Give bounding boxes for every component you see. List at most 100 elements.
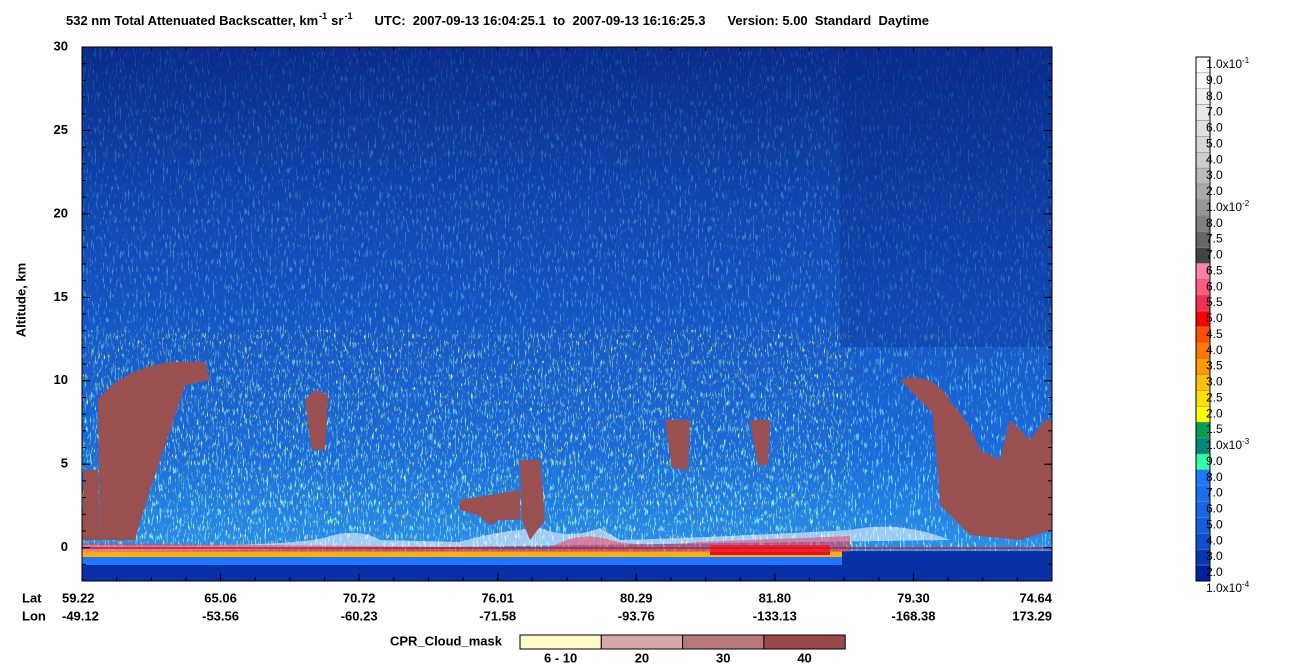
colorbar-label-text: 4.0 (1206, 343, 1223, 357)
lat-label: 80.29 (620, 590, 653, 605)
lon-label: -71.58 (479, 608, 516, 623)
title-part: sr (331, 13, 343, 28)
colorbar-label: 8.0 (1206, 470, 1223, 484)
colorbar-label: 9.0 (1206, 73, 1223, 87)
chart-title: 532 nm Total Attenuated Backscatter, km -… (66, 11, 929, 28)
colorbar-label: 4.0 (1206, 152, 1223, 166)
cpr-legend-title: CPR_Cloud_mask (390, 633, 503, 648)
y-axis-label: Altitude, km (13, 263, 28, 337)
cpr-legend-swatch (682, 634, 765, 650)
colorbar-label: 2.0 (1206, 565, 1223, 579)
colorbar-label: 1.0x10-3 (1206, 437, 1250, 453)
colorbar-label: 1.5 (1206, 422, 1223, 436)
lon-label: -93.76 (618, 608, 655, 623)
colorbar-label-text: 5.0 (1206, 137, 1223, 151)
cpr-legend-swatch (519, 634, 602, 650)
lat-label: 81.80 (759, 590, 792, 605)
colorbar-label: 6.0 (1206, 502, 1223, 516)
colorbar-label: 5.5 (1206, 295, 1223, 309)
colorbar-label-text: 6.0 (1206, 279, 1223, 293)
colorbar-label-text: 7.0 (1206, 486, 1223, 500)
lat-label: 65.06 (204, 590, 237, 605)
colorbar: 1.0x10-19.08.07.06.05.04.03.02.01.0x10-2… (1195, 56, 1250, 595)
title-part: UTC: 2007-09-13 16:04:25.1 to 2007-09-13… (374, 13, 705, 28)
colorbar-label-text: 8.0 (1206, 89, 1223, 103)
colorbar-label-text: 4.0 (1206, 152, 1223, 166)
colorbar-label-text: 7.5 (1206, 232, 1223, 246)
lon-label: -168.38 (891, 608, 935, 623)
colorbar-label: 7.0 (1206, 248, 1223, 262)
cpr-legend: CPR_Cloud_mask 6 - 10 20 30 40 (390, 633, 846, 665)
colorbar-label-exp: -4 (1242, 580, 1250, 589)
y-tick-label: 10 (54, 372, 68, 387)
colorbar-label-text: 8.0 (1206, 470, 1223, 484)
colorbar-label: 8.0 (1206, 89, 1223, 103)
colorbar-label: 5.0 (1206, 518, 1223, 532)
colorbar-label: 3.0 (1206, 549, 1223, 563)
lon-label: -133.13 (753, 608, 797, 623)
colorbar-label-text: 8.0 (1206, 216, 1223, 230)
cpr-legend-swatch (763, 634, 846, 650)
colorbar-label: 6.0 (1206, 279, 1223, 293)
cpr-legend-label: 6 - 10 (544, 650, 577, 665)
colorbar-label-exp: -3 (1242, 437, 1250, 446)
lon-label: -53.56 (202, 608, 239, 623)
colorbar-label: 6.0 (1206, 121, 1223, 135)
colorbar-label-text: 2.5 (1206, 391, 1223, 405)
cpr-legend-label: 40 (797, 650, 811, 665)
colorbar-label-text: 6.5 (1206, 264, 1223, 278)
colorbar-label-text: 6.0 (1206, 502, 1223, 516)
colorbar-label-text: 3.0 (1206, 168, 1223, 182)
colorbar-label-text: 1.0x10 (1206, 438, 1242, 452)
lon-label: -49.12 (62, 608, 99, 623)
colorbar-label: 7.0 (1206, 486, 1223, 500)
y-tick-label: 0 (61, 539, 68, 554)
colorbar-label: 3.5 (1206, 359, 1223, 373)
cpr-cloud (82, 362, 1052, 540)
colorbar-label-text: 1.5 (1206, 422, 1223, 436)
y-tick-label: 20 (54, 205, 68, 220)
colorbar-label-text: 4.5 (1206, 327, 1223, 341)
colorbar-label: 7.5 (1206, 232, 1223, 246)
y-tick-label: 5 (61, 456, 68, 471)
colorbar-label: 3.0 (1206, 375, 1223, 389)
colorbar-label: 1.0x10-1 (1206, 56, 1250, 72)
backscatter-image (82, 47, 1052, 581)
colorbar-label-text: 9.0 (1206, 454, 1223, 468)
colorbar-label-exp: -2 (1242, 199, 1250, 208)
colorbar-label-text: 3.0 (1206, 375, 1223, 389)
colorbar-label: 4.5 (1206, 327, 1223, 341)
colorbar-label-text: 2.0 (1206, 565, 1223, 579)
y-tick-label: 15 (54, 289, 68, 304)
colorbar-label: 1.0x10-2 (1206, 199, 1250, 215)
colorbar-label-text: 7.0 (1206, 105, 1223, 119)
cpr-legend-label: 30 (716, 650, 730, 665)
colorbar-frame (1195, 56, 1211, 582)
colorbar-label: 2.0 (1206, 184, 1223, 198)
colorbar-label: 8.0 (1206, 216, 1223, 230)
title-superscript: -1 (344, 11, 352, 21)
colorbar-label-text: 5.5 (1206, 295, 1223, 309)
y-tick-label: 30 (54, 38, 68, 53)
colorbar-label: 6.5 (1206, 264, 1223, 278)
colorbar-label-text: 6.0 (1206, 121, 1223, 135)
colorbar-label: 4.0 (1206, 343, 1223, 357)
colorbar-label: 2.0 (1206, 407, 1223, 421)
lon-label: -60.23 (341, 608, 378, 623)
colorbar-label-text: 9.0 (1206, 73, 1223, 87)
colorbar-label-text: 5.0 (1206, 518, 1223, 532)
colorbar-label-text: 4.0 (1206, 534, 1223, 548)
colorbar-label: 3.0 (1206, 168, 1223, 182)
lat-label: 70.72 (343, 590, 376, 605)
colorbar-label-text: 7.0 (1206, 248, 1223, 262)
colorbar-label: 7.0 (1206, 105, 1223, 119)
x-row-label: Lon (22, 608, 46, 623)
colorbar-label-exp: -1 (1242, 56, 1250, 65)
colorbar-label-text: 2.0 (1206, 184, 1223, 198)
cpr-legend-label: 20 (635, 650, 649, 665)
colorbar-label-text: 2.0 (1206, 407, 1223, 421)
colorbar-label: 9.0 (1206, 454, 1223, 468)
colorbar-label: 2.5 (1206, 391, 1223, 405)
x-row-label: Lat (22, 590, 42, 605)
title-part: 532 nm Total Attenuated Backscatter, km (66, 13, 318, 28)
